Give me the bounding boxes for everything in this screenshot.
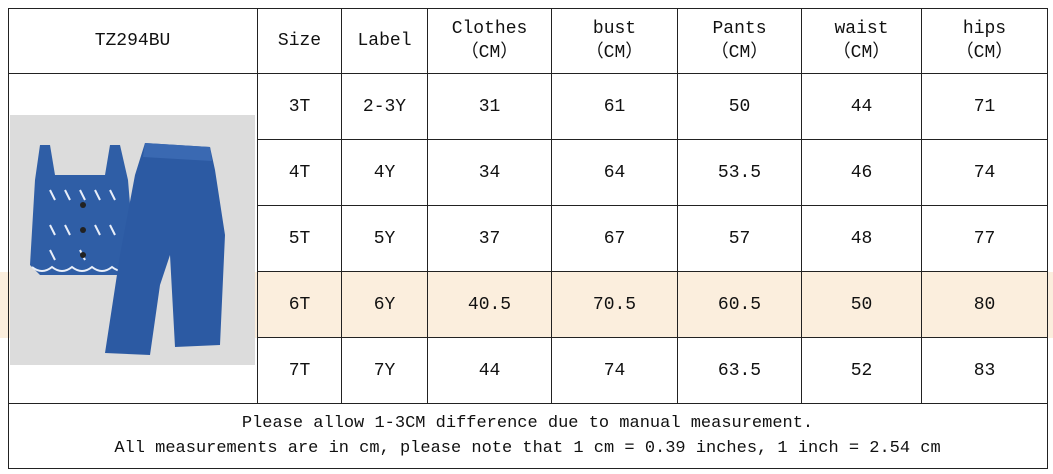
cell-text: 7Y (373, 360, 396, 381)
table-cell: 63.5 (678, 338, 802, 404)
column-header: Clothes （CM） (428, 8, 552, 74)
table-cell: 74 (922, 140, 1048, 206)
cell-text: 50 (850, 294, 873, 315)
cell-text: 46 (850, 162, 873, 183)
product-photo (10, 115, 255, 365)
column-header: Size (258, 8, 342, 74)
cell-text: （CM） (832, 42, 891, 63)
table-cell: 31 (428, 74, 552, 140)
cell-text: 44 (478, 360, 501, 381)
cell-text: Clothes (451, 18, 528, 39)
table-cell: 7T (258, 338, 342, 404)
cell-text: hips (962, 18, 1007, 39)
table-cell: 83 (922, 338, 1048, 404)
cell-text: 60.5 (717, 294, 762, 315)
footer-notes: Please allow 1-3CM difference due to man… (8, 404, 1048, 469)
cell-text: TZ294BU (94, 30, 171, 51)
table-cell: 67 (552, 206, 678, 272)
cell-text: 80 (973, 294, 996, 315)
table-cell: 50 (802, 272, 922, 338)
cell-text: 6T (288, 294, 311, 315)
table-cell: 6T (258, 272, 342, 338)
cell-text: 6Y (373, 294, 396, 315)
table-cell: 80 (922, 272, 1048, 338)
cell-text: 31 (478, 96, 501, 117)
cell-text: 7T (288, 360, 311, 381)
cell-text: 5T (288, 228, 311, 249)
table-cell: 40.5 (428, 272, 552, 338)
table-cell: 7Y (342, 338, 428, 404)
cell-text: 40.5 (467, 294, 512, 315)
photo-cell (8, 74, 258, 404)
table-cell: 64 (552, 140, 678, 206)
table-cell: 4T (258, 140, 342, 206)
cell-text: 4T (288, 162, 311, 183)
table-cell: 5Y (342, 206, 428, 272)
cell-text: 74 (973, 162, 996, 183)
cell-text: bust (592, 18, 637, 39)
table-cell: 74 (552, 338, 678, 404)
cell-text: Pants (712, 18, 767, 39)
cell-text: 70.5 (592, 294, 637, 315)
table-cell: 71 (922, 74, 1048, 140)
cell-text: （CM） (585, 42, 644, 63)
column-header: Label (342, 8, 428, 74)
table-cell: 60.5 (678, 272, 802, 338)
cell-text: All measurements are in cm, please note … (114, 439, 941, 458)
column-header: bust （CM） (552, 8, 678, 74)
cell-text: 52 (850, 360, 873, 381)
cell-text: 63.5 (717, 360, 762, 381)
cell-text: 44 (850, 96, 873, 117)
table-cell: 34 (428, 140, 552, 206)
cell-text: 50 (728, 96, 751, 117)
cell-text: 83 (973, 360, 996, 381)
column-header: Pants （CM） (678, 8, 802, 74)
table-cell: 50 (678, 74, 802, 140)
table-cell: 6Y (342, 272, 428, 338)
column-header: hips （CM） (922, 8, 1048, 74)
cell-text: 61 (603, 96, 626, 117)
table-cell: 57 (678, 206, 802, 272)
table-cell: 44 (428, 338, 552, 404)
cell-text: 57 (728, 228, 751, 249)
cell-text: 67 (603, 228, 626, 249)
cell-text: 37 (478, 228, 501, 249)
table-cell: 48 (802, 206, 922, 272)
table-cell: 61 (552, 74, 678, 140)
table-cell: 44 (802, 74, 922, 140)
column-header: waist （CM） (802, 8, 922, 74)
cell-text: 53.5 (717, 162, 762, 183)
cell-text: 48 (850, 228, 873, 249)
table-cell: 70.5 (552, 272, 678, 338)
cell-text: （CM） (955, 42, 1014, 63)
cell-text: 2-3Y (362, 96, 407, 117)
table-frame (8, 8, 1048, 469)
table-cell: 52 (802, 338, 922, 404)
table-cell: 4Y (342, 140, 428, 206)
table-cell: 37 (428, 206, 552, 272)
table-cell: 46 (802, 140, 922, 206)
table-cell: 77 (922, 206, 1048, 272)
cell-text: 3T (288, 96, 311, 117)
product-code: TZ294BU (8, 8, 258, 74)
table-cell: 2-3Y (342, 74, 428, 140)
cell-text: Please allow 1-3CM difference due to man… (241, 414, 814, 433)
cell-text: 74 (603, 360, 626, 381)
table-cell: 3T (258, 74, 342, 140)
cell-text: Label (357, 30, 412, 51)
cell-text: waist (834, 18, 889, 39)
cell-text: 5Y (373, 228, 396, 249)
table-cell: 5T (258, 206, 342, 272)
table-cell: 53.5 (678, 140, 802, 206)
cell-text: 64 (603, 162, 626, 183)
cell-text: （CM） (460, 42, 519, 63)
cell-text: 71 (973, 96, 996, 117)
cell-text: Size (277, 30, 322, 51)
cell-text: 77 (973, 228, 996, 249)
cell-text: （CM） (710, 42, 769, 63)
cell-text: 4Y (373, 162, 396, 183)
cell-text: 34 (478, 162, 501, 183)
